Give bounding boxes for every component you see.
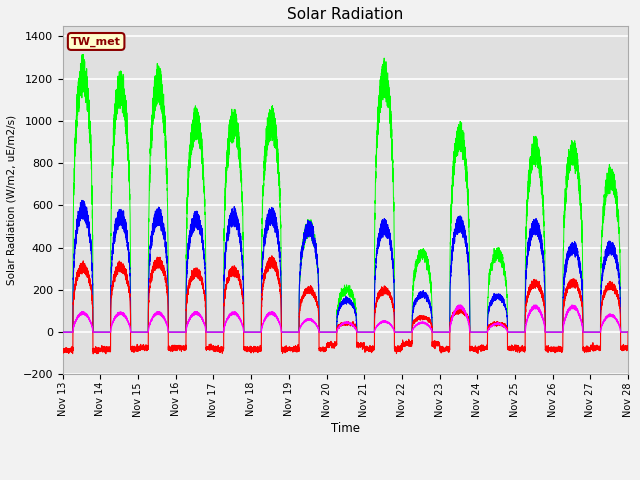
Y-axis label: Solar Radiation (W/m2, uE/m2/s): Solar Radiation (W/m2, uE/m2/s) — [7, 115, 17, 285]
Title: Solar Radiation: Solar Radiation — [287, 7, 403, 22]
Text: TW_met: TW_met — [71, 36, 121, 47]
X-axis label: Time: Time — [331, 422, 360, 435]
